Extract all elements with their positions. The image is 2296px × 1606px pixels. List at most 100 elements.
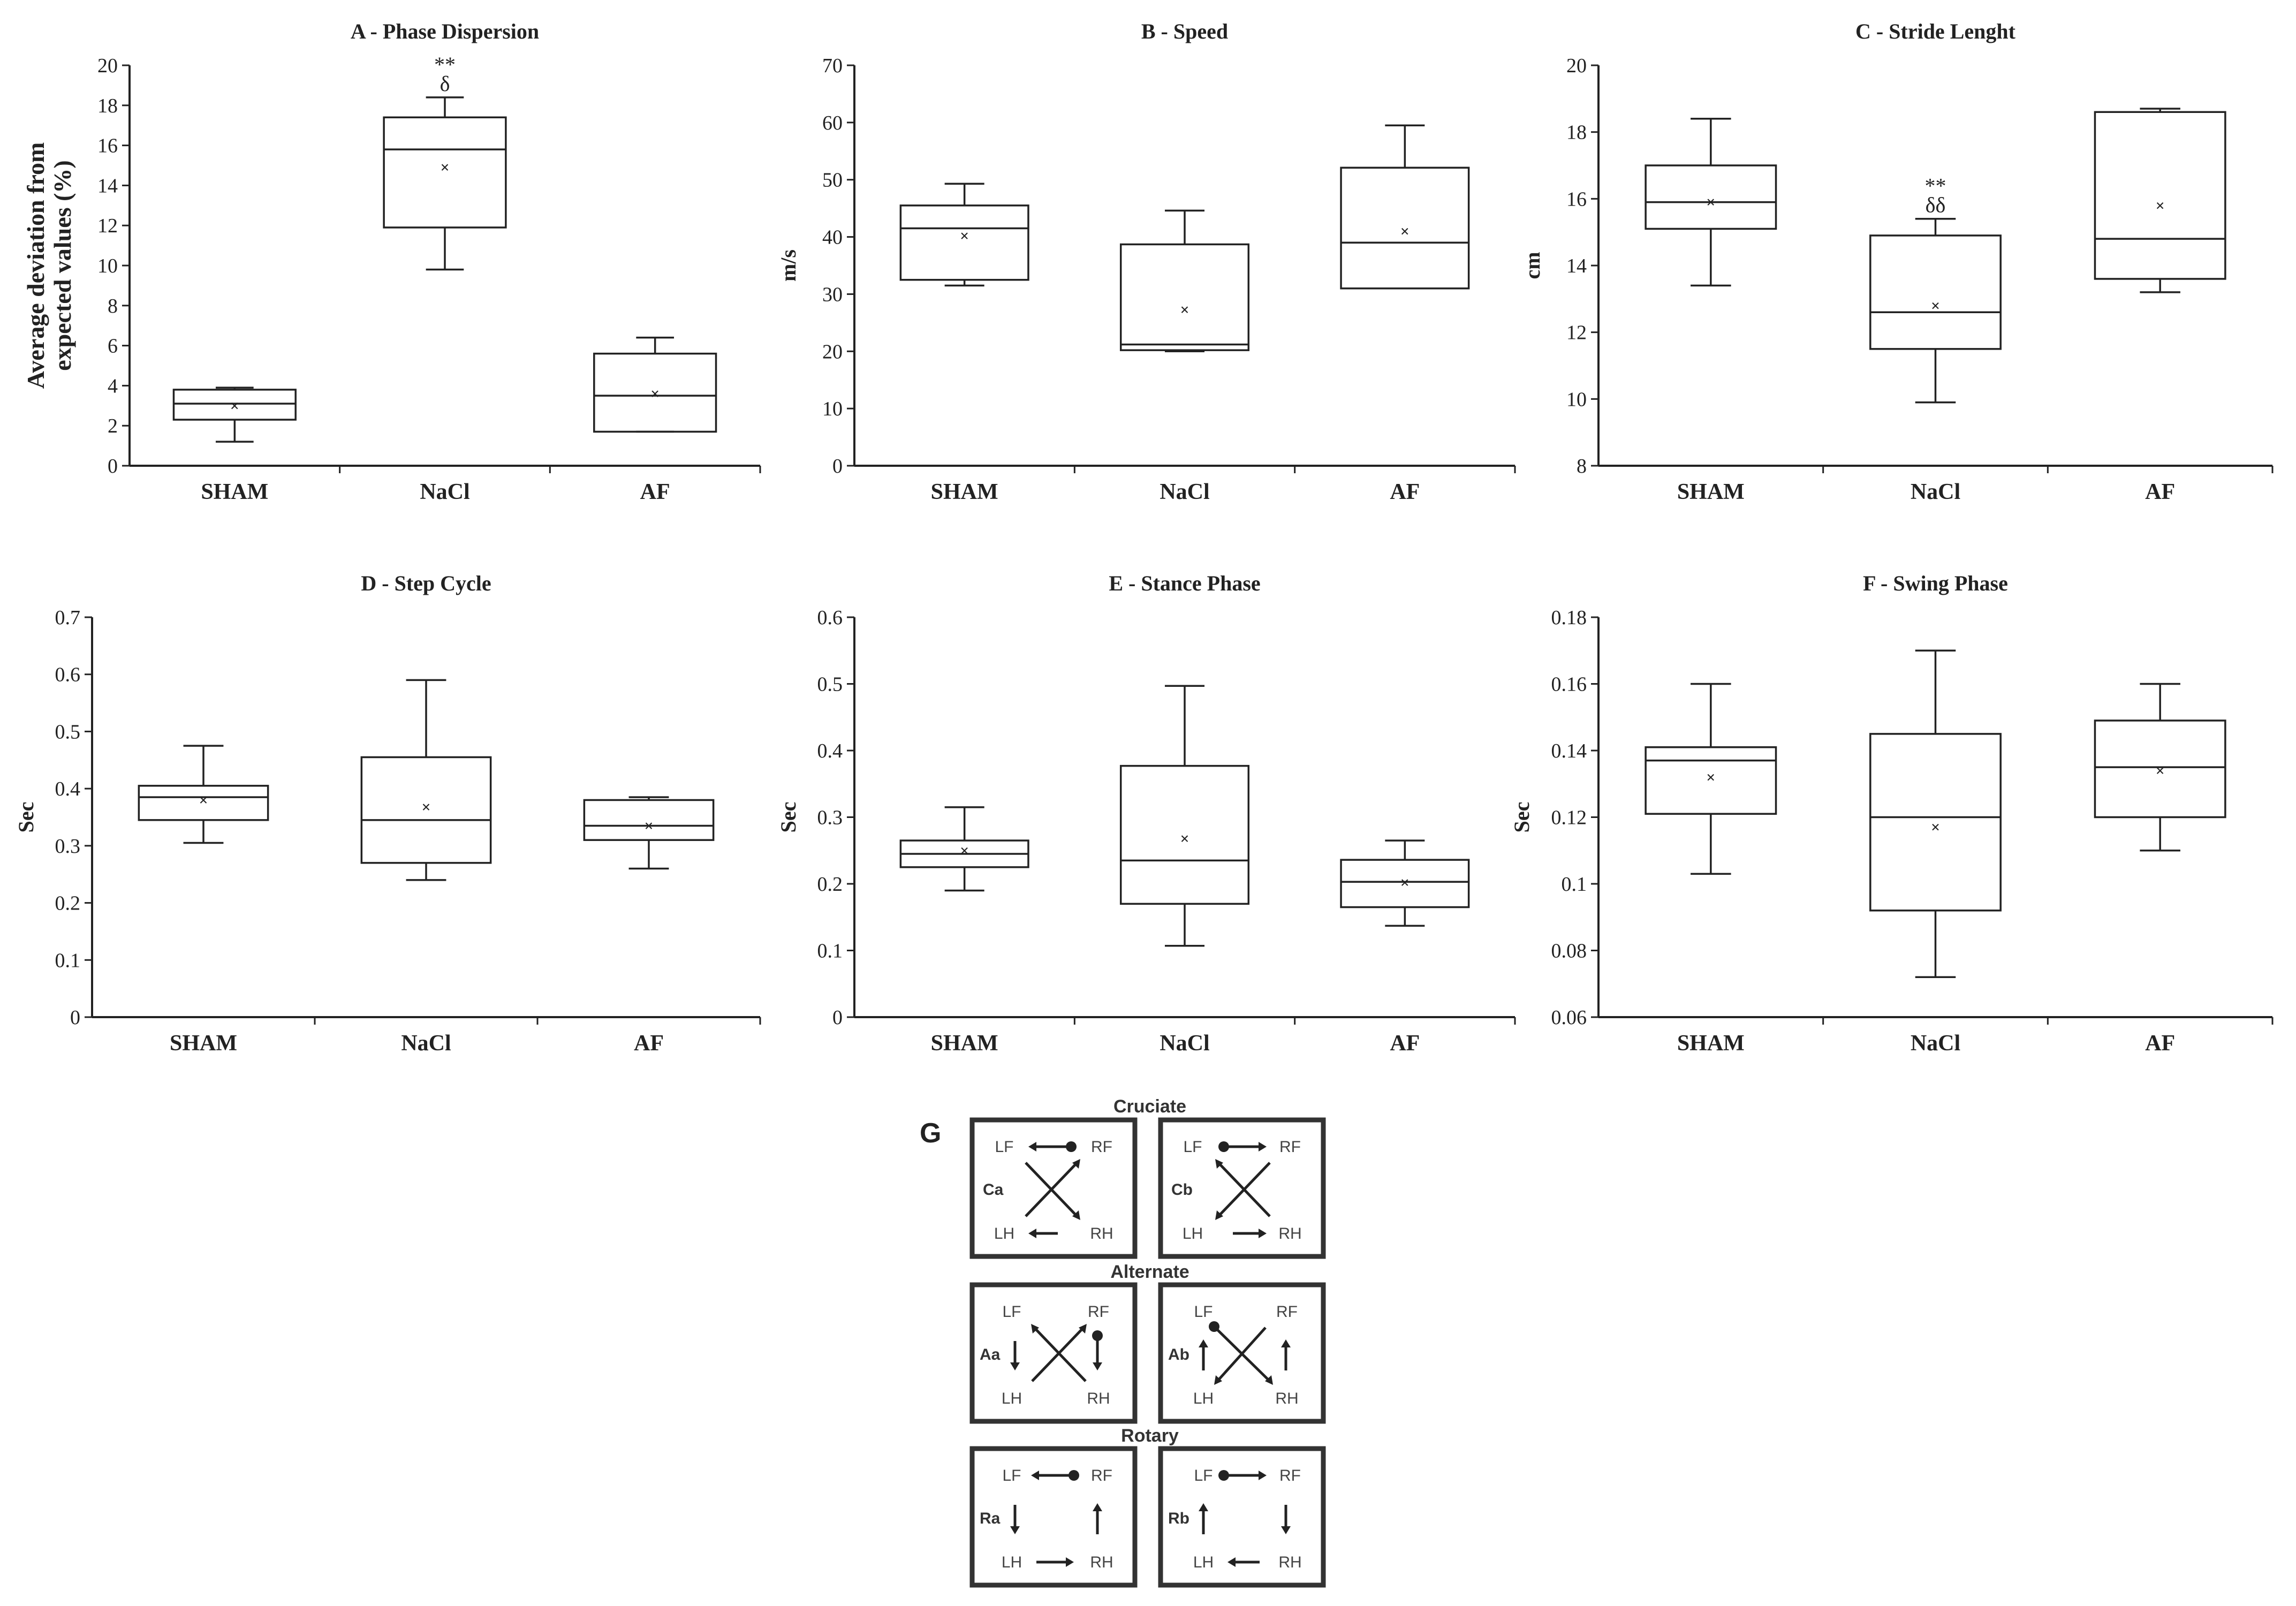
box-nacl: × <box>360 679 492 881</box>
y-axis-label-line: expected values (%) <box>49 160 76 370</box>
box-af: × <box>2094 683 2226 852</box>
y-tick-label: 0.5 <box>55 721 81 743</box>
box-nacl: × <box>1869 217 2002 404</box>
y-axis-label: m/s <box>776 249 800 282</box>
x-category-label: NaCl <box>1911 1031 1960 1056</box>
x-category-label: AF <box>634 1031 664 1056</box>
y-tick-label: 70 <box>822 55 843 77</box>
limb-rf: RF <box>1088 1303 1109 1321</box>
significance-marker: δ <box>440 72 450 96</box>
interquartile-box <box>1340 859 1470 908</box>
panel-rb: LF RF LH RH Rb <box>1158 1446 1326 1588</box>
limb-lf: LF <box>1002 1467 1021 1484</box>
y-tick-label: 0.5 <box>817 673 843 696</box>
y-tick-label: 0 <box>108 455 118 478</box>
x-category-label: AF <box>2145 480 2175 504</box>
panel-frame <box>1158 1117 1326 1259</box>
y-tick-label: 40 <box>822 226 843 249</box>
y-tick-label: 0.06 <box>1551 1006 1587 1029</box>
panel-ab: LF RF LH RH Ab <box>1158 1282 1326 1424</box>
limb-rh: RH <box>1275 1390 1298 1407</box>
y-tick-label: 10 <box>1566 388 1587 411</box>
interquartile-box <box>2094 111 2226 280</box>
panel-frame <box>969 1446 1138 1588</box>
limb-lh: LH <box>1183 1225 1203 1243</box>
interquartile-box <box>2094 719 2226 819</box>
significance-marker: δδ <box>1926 193 1946 217</box>
y-tick-label: 16 <box>1566 188 1587 210</box>
panel-label: Ca <box>983 1181 1004 1199</box>
chart-title: B - Speed <box>1141 19 1228 43</box>
mean-marker: × <box>1931 819 1940 836</box>
y-tick-label: 0.4 <box>55 778 81 800</box>
x-category-label: NaCl <box>401 1031 451 1056</box>
top-arrow-icon <box>1031 1470 1079 1481</box>
y-tick-label: 10 <box>822 398 843 420</box>
x-category-label: SHAM <box>201 480 268 504</box>
mean-marker: × <box>1180 301 1189 319</box>
chart-f: F - Swing Phase 0.06 0.08 0.1 0.12 0.14 0.16 0.… <box>1510 571 2274 1056</box>
significance-marker: ** <box>434 52 456 77</box>
box-plot-charts: A - Phase Dispersion 0 2 4 6 8 10 12 14 16 18 20 Ave… <box>14 19 2274 1056</box>
y-tick-label: 0 <box>832 455 843 478</box>
limb-rf: RF <box>1279 1467 1301 1484</box>
x-category-label: AF <box>1390 480 1420 504</box>
limb-lh: LH <box>1002 1390 1022 1407</box>
panel-label: Ra <box>980 1510 1001 1527</box>
mean-marker: × <box>1180 830 1189 847</box>
y-axis-label-line: Sec <box>14 802 38 833</box>
y-tick-label: 0.7 <box>55 607 81 629</box>
y-tick-label: 14 <box>1566 255 1587 277</box>
bottom-arrow-icon <box>1227 1557 1260 1567</box>
box-sham: × <box>1645 117 1777 287</box>
limb-lh: LH <box>1002 1554 1022 1571</box>
y-tick-label: 2 <box>108 415 118 437</box>
box-af: × <box>2094 108 2226 293</box>
y-tick-label: 8 <box>1577 455 1587 478</box>
interquartile-box <box>1119 243 1250 351</box>
y-tick-label: 0.2 <box>817 873 843 896</box>
panel-label: Aa <box>980 1346 1001 1363</box>
y-tick-label: 0.3 <box>55 835 81 858</box>
interquartile-box <box>899 204 1029 281</box>
y-tick-label: 20 <box>97 55 118 77</box>
panel-label: Cb <box>1171 1181 1193 1199</box>
chart-d: D - Step Cycle 0 0.1 0.2 0.3 0.4 0.5 0.6 0.7 Sec ×… <box>14 571 761 1056</box>
x-category-label: AF <box>2145 1031 2175 1056</box>
mean-marker: × <box>650 385 660 403</box>
interquartile-box <box>1340 166 1470 290</box>
y-tick-label: 0.6 <box>817 607 843 629</box>
y-tick-label: 4 <box>108 375 118 397</box>
panel-ra: LF RF LH RH Ra <box>969 1446 1138 1588</box>
interquartile-box <box>1645 164 1777 230</box>
x-category-label: NaCl <box>420 480 469 504</box>
y-axis-label: Sec <box>1510 802 1534 833</box>
y-tick-label: 0.1 <box>817 940 843 963</box>
limb-lf: LF <box>1002 1303 1021 1321</box>
mean-marker: × <box>960 227 969 245</box>
group-title-cruciate: Cruciate <box>1113 1096 1186 1117</box>
y-tick-label: 14 <box>97 175 118 197</box>
panel-ca: LF RF LH RH Ca <box>969 1117 1138 1259</box>
y-axis-label: Sec <box>776 802 800 833</box>
limb-rf: RF <box>1091 1138 1112 1156</box>
chart-title: E - Stance Phase <box>1109 571 1260 595</box>
box-sham: × <box>1645 683 1777 875</box>
interquartile-box <box>383 116 507 229</box>
y-axis-label-line: m/s <box>776 249 800 282</box>
limb-lh: LH <box>1193 1390 1214 1407</box>
mean-marker: × <box>440 159 449 177</box>
box-nacl: × <box>1119 685 1250 947</box>
mean-marker: × <box>1400 874 1410 892</box>
chart-title: C - Stride Lenght <box>1855 19 2016 43</box>
bottom-arrow-icon <box>1233 1229 1267 1238</box>
chart-c: C - Stride Lenght 8 10 12 14 16 18 20 cm × SHAM × Na… <box>1520 19 2274 504</box>
interquartile-box <box>172 389 297 421</box>
left-down-arrow-icon <box>1010 1505 1020 1534</box>
right-up-arrow-icon <box>1093 1503 1102 1534</box>
y-tick-label: 0.18 <box>1551 607 1587 629</box>
x-category-label: SHAM <box>1677 1031 1745 1056</box>
mean-marker: × <box>1931 297 1940 315</box>
limb-lf: LF <box>1194 1467 1213 1484</box>
y-tick-label: 8 <box>108 295 118 317</box>
